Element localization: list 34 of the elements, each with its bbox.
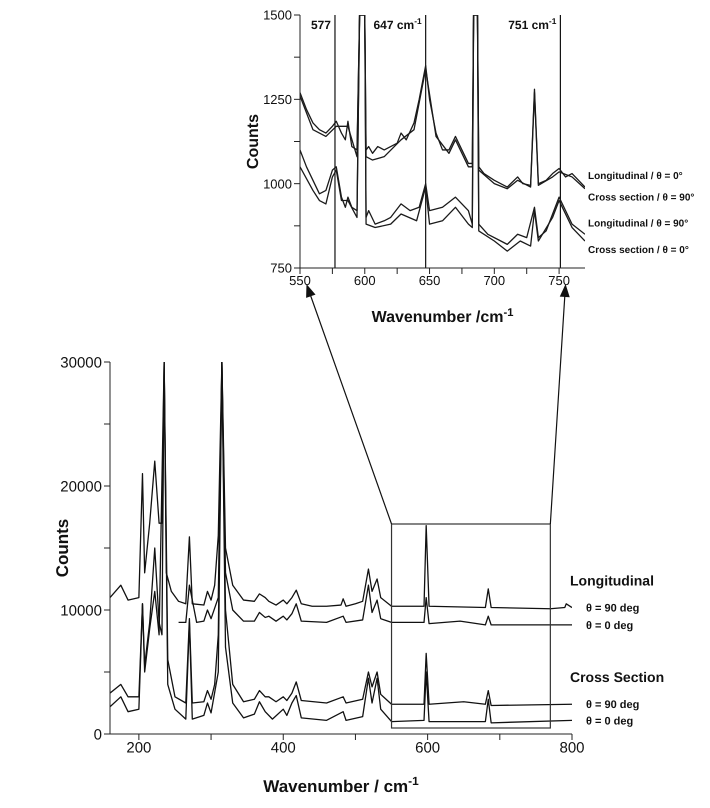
series-label: Cross section / θ = 90° [588,192,694,204]
x-tick-label: 600 [354,273,376,288]
x-tick-label: 400 [270,740,296,757]
annotation: Cross Section [570,669,664,686]
annotation: Longitudinal [570,572,654,589]
series-label: θ = 90 deg [586,699,640,712]
x-tick-label: 800 [559,740,585,757]
series-label: θ = 90 deg [586,602,640,615]
x-tick-label: 700 [483,273,506,288]
y-tick-label: 20000 [60,478,102,496]
x-tick-label: 750 [548,273,570,288]
ref-line-label: 577 [310,18,332,32]
y-tick-label: 0 [94,726,102,744]
ref-line-label: 751 cm$^{-1}$ [508,16,557,32]
series-label: Cross section / θ = 0° [588,245,689,256]
y-axis-title: Counts [53,518,72,578]
x-tick-label: 200 [126,740,152,757]
series-label: Longitudinal / θ = 0° [588,171,683,182]
y-tick-label: 10000 [60,602,102,620]
y-tick-label: 1500 [263,8,292,23]
y-tick-label: 1000 [263,176,292,192]
y-axis-title: Counts [245,114,262,170]
series-label: Longitudinal / θ = 90° [588,218,688,230]
x-axis-title: Wavenumber /cm$^{-1}$ [372,307,514,326]
x-tick-label: 650 [418,273,440,288]
y-tick-label: 1250 [263,92,292,107]
x-axis-title: Wavenumber / cm$^{-1}$ [263,774,420,796]
x-tick-label: 550 [289,273,311,288]
series-label: θ = 0 deg [586,715,634,728]
y-tick-label: 750 [270,260,292,276]
y-tick-label: 30000 [60,354,102,372]
x-tick-label: 600 [415,740,440,757]
ref-line-label: 647 cm$^{-1}$ [374,16,422,32]
series-label: θ = 0 deg [586,620,634,632]
